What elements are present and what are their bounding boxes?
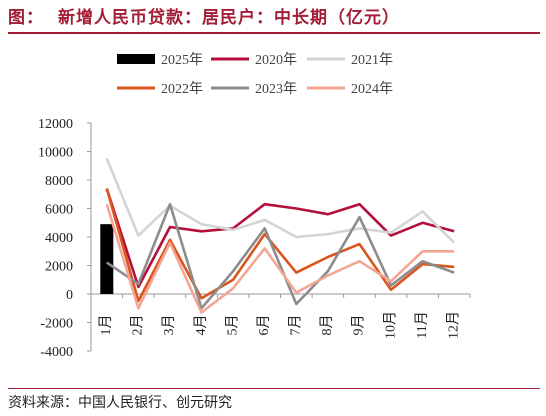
legend-label-2024: 2024年 — [351, 81, 393, 97]
legend-swatch-2025 — [117, 54, 155, 64]
x-tick-label: 4月 — [193, 315, 209, 336]
legend-label-2022: 2022年 — [161, 81, 203, 97]
x-tick-label: 8月 — [319, 315, 335, 336]
x-tick-label: 3月 — [161, 315, 177, 336]
legend-label-2020: 2020年 — [255, 52, 297, 68]
y-tick-label: 0 — [66, 288, 73, 303]
x-tick-label: 7月 — [288, 315, 304, 336]
chart: 2025年 2020年 2021年 2022年 2023年 2024年 12000 1000… — [38, 52, 471, 360]
y-tick-label: -2000 — [40, 317, 73, 332]
bar-2025-1 — [100, 224, 114, 294]
line-series-2020 — [105, 188, 455, 289]
x-tick-label: 6月 — [256, 315, 272, 336]
x-tick-label: 12月 — [445, 311, 461, 339]
x-tick-label: 5月 — [224, 315, 240, 336]
source-note: 资料来源：中国人民银行、创元研究 — [8, 395, 232, 411]
line-series-2021 — [105, 158, 456, 244]
y-tick-label: 6000 — [45, 203, 73, 218]
legend-label-2025: 2025年 — [161, 52, 203, 68]
line-series-2024 — [105, 203, 455, 314]
title-divider — [8, 32, 540, 34]
chart-title: 图： 新增人民币贷款：居民户：中长期（亿元） — [8, 3, 400, 28]
footer-divider — [8, 388, 540, 389]
y-tick-label: 2000 — [45, 260, 73, 275]
y-axis: 12000 10000 8000 6000 4000 2000 0 -2000 -4000 — [38, 117, 92, 360]
x-tick-label: 2月 — [130, 315, 146, 336]
line-series — [105, 158, 456, 314]
x-tick-label: 1月 — [98, 315, 114, 336]
x-tick-label: 11月 — [414, 311, 430, 338]
line-series-2023 — [106, 202, 455, 310]
y-tick-label: 4000 — [45, 231, 73, 246]
y-tick-label: -4000 — [40, 345, 73, 360]
bar-series — [100, 224, 114, 294]
figure-title: 新增人民币贷款：居民户：中长期（亿元） — [58, 8, 400, 28]
y-tick-label: 8000 — [45, 174, 73, 189]
legend: 2025年 2020年 2021年 2022年 2023年 2024年 — [117, 52, 393, 97]
y-tick-label: 10000 — [38, 146, 73, 161]
x-axis: 1月 2月 3月 4月 5月 6月 7月 8月 9月 10月 11月 12月 — [90, 293, 471, 339]
legend-label-2023: 2023年 — [255, 81, 297, 97]
figure-label: 图： — [8, 8, 44, 28]
legend-label-2021: 2021年 — [351, 52, 393, 68]
y-tick-label: 12000 — [38, 117, 73, 132]
x-tick-label: 9月 — [351, 315, 367, 336]
line-series-2022 — [105, 188, 455, 303]
x-tick-label: 10月 — [382, 311, 398, 339]
